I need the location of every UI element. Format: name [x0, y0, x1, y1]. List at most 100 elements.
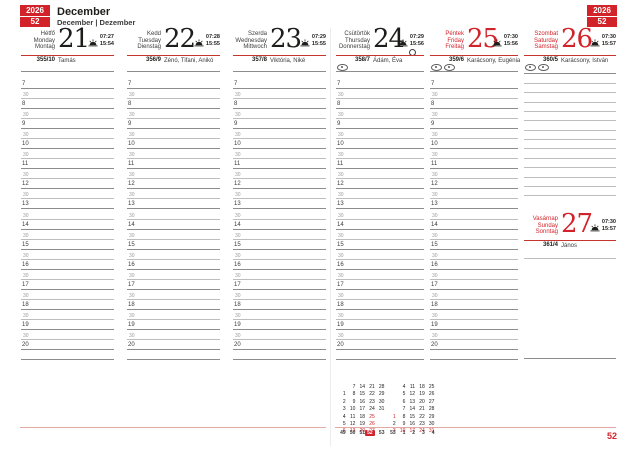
day-name-en: Monday	[33, 37, 55, 44]
half-hour-line	[21, 198, 114, 200]
sun-times-block: 07:30 15:57	[590, 219, 616, 237]
mini-calendar-day-cell: 22	[369, 391, 375, 398]
mini-calendar-day-cell: 26	[428, 391, 435, 398]
column-bottom-line	[21, 359, 114, 360]
sun-times-block: 07:30 15:57	[590, 34, 616, 52]
day-name-hu: Szombat	[534, 31, 558, 37]
sun-times: 07:30 15:56	[504, 34, 518, 47]
sun-icon-wrap	[88, 34, 100, 52]
half-hour-line	[336, 98, 424, 100]
half-hour-label: 30	[23, 292, 29, 299]
mini-calendar-day-cell: 26	[369, 420, 375, 427]
nameday-label: Ádám, Éva	[373, 58, 403, 64]
column-bottom-line	[127, 359, 220, 360]
hour-label: 17	[234, 281, 241, 288]
sunrise-time: 07:30	[503, 34, 518, 40]
hour-label: 10	[22, 141, 29, 148]
day-column-friday: Péntek Friday Freitag 25 07:30 15:56 359/6 Kará…	[430, 24, 520, 368]
hour-line	[430, 148, 518, 150]
hour-label: 15	[234, 241, 241, 248]
half-hour-label: 30	[432, 333, 438, 339]
sunrise-sunset-icon	[590, 224, 600, 232]
half-hour-label: 30	[338, 333, 344, 339]
day-number: 26	[561, 24, 593, 54]
writing-line	[524, 120, 616, 122]
hour-line	[127, 88, 220, 89]
week-number-cell: 53	[390, 430, 396, 436]
hour-label: 15	[337, 241, 344, 248]
mini-calendar-weekday-row: 7 14 21 28	[386, 397, 435, 412]
sun-times-block: 07:28 15:55	[194, 34, 220, 52]
half-hour-label: 30	[338, 312, 344, 319]
mini-calendar-day-cell: 3	[392, 428, 396, 435]
sun-times: 07:29 15:55	[312, 34, 326, 47]
hour-label: 15	[128, 241, 135, 248]
hour-label: 20	[431, 342, 438, 349]
column-top-line	[21, 71, 114, 72]
day-name-hu: Kedd	[146, 31, 161, 37]
mini-calendar-day-cell: 17	[359, 406, 366, 413]
hour-label: 19	[431, 321, 438, 328]
hour-label: 17	[431, 281, 438, 288]
half-hour-line	[233, 278, 326, 280]
mini-calendar-day-cell: 24	[419, 428, 425, 435]
day-header-underline	[21, 55, 114, 56]
writing-line	[524, 111, 616, 113]
hour-label: 18	[337, 301, 344, 308]
hour-line	[127, 308, 220, 310]
ordinal-row: 358/7 Ádám, Éva	[336, 57, 424, 67]
day-name-en: Friday	[447, 37, 464, 44]
hour-line	[430, 288, 518, 290]
mini-calendar-day-cell: 5	[342, 420, 346, 427]
half-hour-line	[336, 178, 424, 180]
hour-line	[430, 328, 518, 330]
day-header-underline	[233, 55, 326, 56]
half-hour-label: 30	[129, 152, 135, 159]
writing-line	[524, 157, 616, 159]
half-hour-line	[336, 278, 424, 280]
half-hour-line	[127, 238, 220, 240]
month-subtitle: December | Dezember	[57, 18, 136, 27]
mini-calendar-day-cell: 6	[402, 398, 406, 405]
half-hour-line	[127, 98, 220, 100]
day-header: Hétfő Monday Montag 21 07:27 15:54 355/10 Tamás	[21, 24, 114, 68]
half-hour-line	[233, 198, 326, 200]
hour-line	[233, 228, 326, 230]
day-of-year-ordinal: 356/9	[145, 57, 161, 63]
hour-line	[21, 248, 114, 250]
sun-times: 07:30 15:57	[602, 219, 616, 232]
hour-label: 13	[337, 201, 344, 208]
sunset-time: 15:57	[601, 225, 616, 232]
half-hour-label: 30	[338, 252, 344, 259]
hour-line	[233, 288, 326, 290]
half-hour-label: 30	[23, 252, 29, 259]
sun-icon-wrap	[300, 34, 312, 52]
half-hour-line	[233, 158, 326, 160]
half-hour-label: 30	[235, 92, 241, 99]
week-number-cell: 50	[349, 430, 356, 436]
day-column-thursday: Csütörtök Thursday Donnerstag 24 07:29 15:56 3…	[336, 24, 424, 368]
mini-calendar-day-cell: 25	[428, 384, 435, 390]
hour-label: 20	[22, 342, 29, 349]
hour-label: 16	[22, 261, 29, 268]
hour-line	[127, 288, 220, 290]
day-of-year-ordinal: 358/7	[354, 57, 370, 63]
sunrise-time: 07:29	[409, 34, 424, 40]
hour-line	[336, 128, 424, 130]
half-hour-line	[127, 158, 220, 160]
day-column-tuesday: Kedd Tuesday Dienstag 22 07:28 15:55 356/9 Zénó…	[127, 24, 220, 368]
hour-line	[430, 208, 518, 210]
sun-icon-wrap	[590, 219, 602, 237]
sun-icon-wrap	[398, 34, 410, 52]
hour-label: 8	[431, 101, 435, 108]
nameday-label: Tamás	[58, 58, 76, 64]
half-hour-line	[233, 138, 326, 140]
column-bottom-line	[430, 359, 518, 360]
hour-label: 19	[22, 321, 29, 328]
sun-times-block: 07:29 15:55	[300, 34, 326, 52]
hour-label: 20	[128, 342, 135, 349]
day-name-labels: Hétfő Monday Montag	[21, 31, 55, 51]
half-hour-line	[430, 238, 518, 240]
hour-line	[336, 349, 424, 351]
hour-label: 14	[337, 221, 344, 228]
